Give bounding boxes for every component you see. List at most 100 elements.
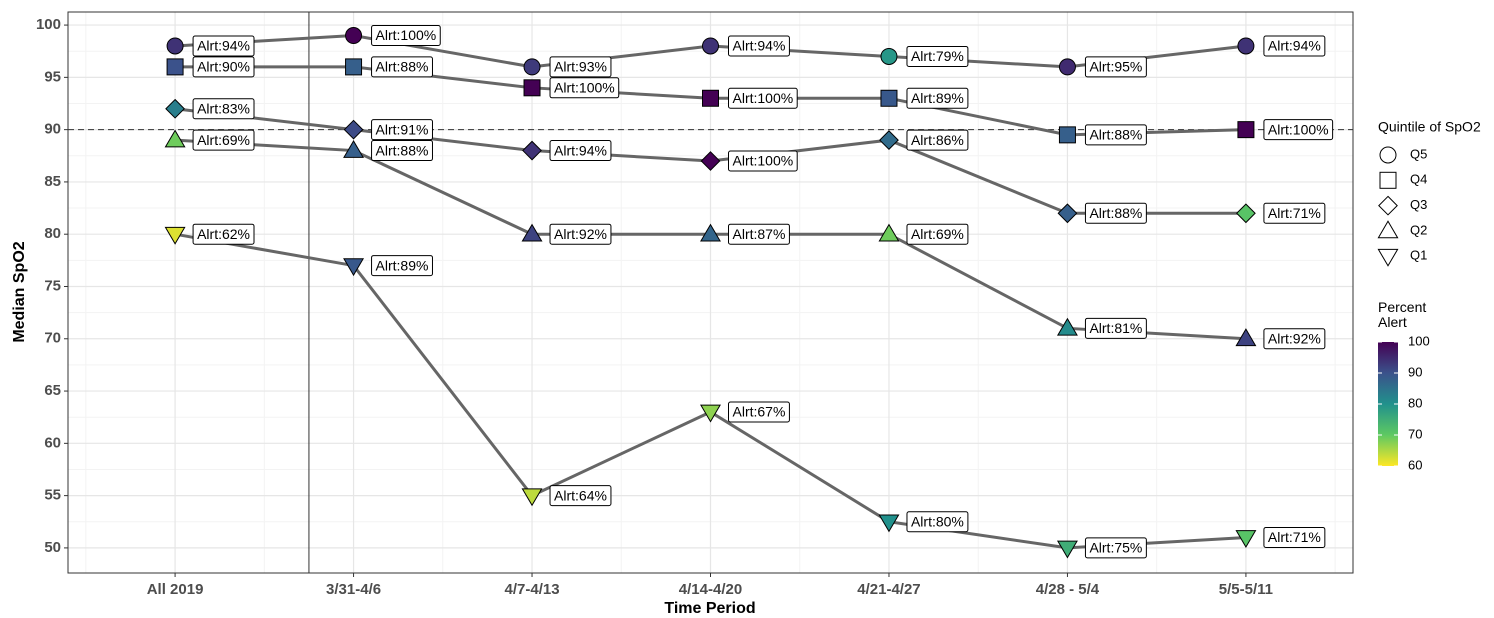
point — [521, 488, 543, 507]
label-text: Alrt:67% — [733, 404, 786, 420]
point — [700, 223, 721, 242]
point — [166, 37, 184, 55]
label-box — [1263, 328, 1326, 350]
data-label: Alrt:88% — [371, 56, 433, 78]
data-label: Alrt:100% — [371, 25, 441, 47]
legend-title: Quintile of SpO2 — [1378, 119, 1481, 135]
point — [343, 119, 364, 140]
data-label: Alrt:100% — [728, 150, 798, 172]
y-tick-label: 55 — [44, 487, 61, 504]
label-box — [371, 140, 433, 162]
label-text: Alrt:88% — [376, 59, 429, 75]
label-text: Alrt:87% — [733, 226, 786, 242]
y-tick-label: 65 — [44, 382, 61, 399]
label-box — [192, 129, 255, 151]
x-axis-title: Time Period — [664, 600, 755, 617]
data-label: Alrt:62% — [192, 223, 255, 245]
label-box — [906, 223, 969, 245]
label-text: Alrt:93% — [554, 59, 607, 75]
label-box — [728, 223, 790, 245]
label-box — [728, 401, 790, 423]
label-text: Alrt:92% — [554, 226, 607, 242]
label-text: Alrt:62% — [197, 226, 250, 242]
label-box — [549, 140, 612, 162]
data-label: Alrt:87% — [728, 223, 790, 245]
point — [702, 37, 719, 55]
label-box — [906, 45, 969, 67]
point — [1235, 328, 1257, 347]
point — [880, 47, 898, 65]
point — [878, 223, 900, 242]
panel-border — [67, 11, 1354, 574]
label-text: Alrt:100% — [733, 153, 794, 169]
colorbar — [1378, 342, 1398, 466]
label-text: Alrt:88% — [376, 142, 429, 158]
data-label: Alrt:92% — [549, 223, 612, 245]
label-text: Alrt:100% — [376, 27, 437, 43]
point — [1236, 203, 1256, 224]
point — [521, 223, 543, 242]
y-tick-label: 80 — [44, 225, 61, 242]
colorbar-tick-label: 60 — [1408, 457, 1422, 472]
data-label: Alrt:79% — [906, 45, 969, 67]
label-text: Alrt:94% — [733, 38, 786, 54]
point — [1237, 37, 1255, 55]
label-box — [192, 223, 255, 245]
label-text: Alrt:71% — [1268, 205, 1321, 221]
data-label: Alrt:88% — [1084, 202, 1147, 224]
label-text: Alrt:95% — [1089, 59, 1142, 75]
point — [879, 130, 899, 151]
point — [1235, 530, 1257, 549]
legend-symbol — [1378, 195, 1398, 216]
label-box — [549, 77, 620, 99]
label-box — [1084, 56, 1147, 78]
point — [165, 98, 185, 119]
legend-label: Q1 — [1410, 248, 1427, 263]
point — [1237, 121, 1255, 139]
label-box — [906, 511, 969, 533]
label-box — [1263, 202, 1326, 224]
data-label: Alrt:69% — [906, 223, 969, 245]
y-tick-label: 50 — [44, 539, 61, 556]
label-box — [371, 56, 433, 78]
y-tick-label: 95 — [44, 68, 61, 85]
y-tick-label: 85 — [44, 173, 61, 190]
data-label: Alrt:88% — [1084, 124, 1147, 146]
label-box — [1084, 317, 1147, 339]
label-text: Alrt:100% — [733, 90, 794, 106]
colorbar-tick-label: 90 — [1408, 364, 1422, 379]
label-text: Alrt:100% — [1268, 121, 1329, 137]
colorbar-tick-label: 80 — [1408, 395, 1422, 410]
label-text: Alrt:64% — [554, 487, 607, 503]
label-box — [1084, 537, 1147, 559]
point — [702, 89, 719, 107]
x-tick-label: 3/31-4/6 — [326, 581, 381, 598]
x-tick-label: 4/21-4/27 — [857, 581, 920, 598]
label-text: Alrt:100% — [554, 80, 615, 96]
label-box — [728, 150, 798, 172]
legend-label: Q3 — [1410, 197, 1427, 212]
point — [522, 140, 542, 161]
data-label: Alrt:71% — [1263, 202, 1326, 224]
label-box — [549, 56, 612, 78]
label-text: Alrt:91% — [376, 121, 429, 137]
legend-label: Q4 — [1410, 172, 1427, 187]
data-label: Alrt:80% — [906, 511, 969, 533]
point — [345, 58, 363, 76]
y-tick-label: 100 — [36, 16, 61, 33]
label-text: Alrt:86% — [911, 132, 964, 148]
data-label: Alrt:91% — [371, 119, 433, 141]
data-label: Alrt:86% — [906, 129, 969, 151]
data-label: Alrt:100% — [549, 77, 620, 99]
label-text: Alrt:81% — [1089, 320, 1142, 336]
label-text: Alrt:88% — [1089, 205, 1142, 221]
data-label: Alrt:64% — [549, 485, 612, 507]
data-label: Alrt:90% — [192, 56, 255, 78]
point — [880, 89, 898, 107]
point — [523, 79, 541, 97]
x-tick-label: 4/28 - 5/4 — [1036, 581, 1100, 598]
legend-symbol — [1377, 220, 1399, 239]
data-label: Alrt:89% — [906, 87, 969, 109]
label-text: Alrt:71% — [1268, 529, 1321, 545]
